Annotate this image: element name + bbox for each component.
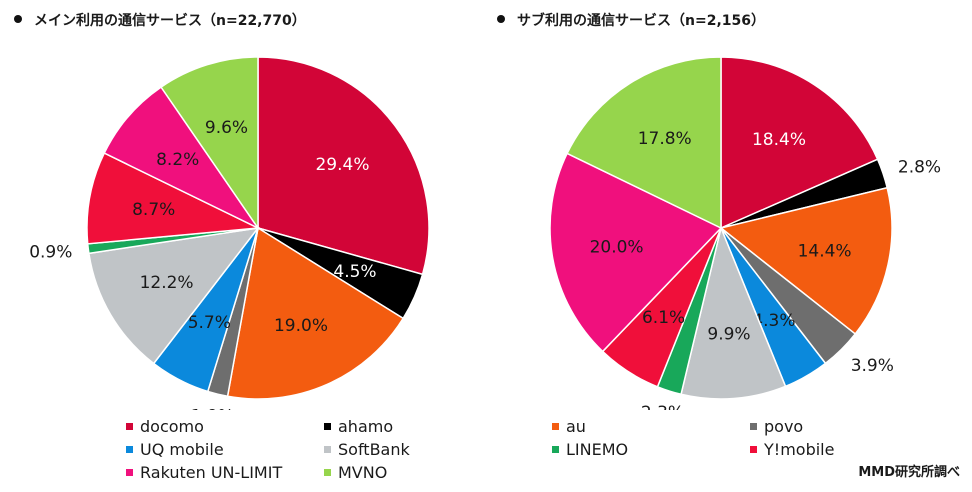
- data-label: 18.4%: [752, 130, 806, 150]
- data-label: 4.3%: [752, 311, 795, 331]
- legend-item: LINEMO: [552, 439, 750, 460]
- chart-title-main: メイン利用の通信サービス（n=22,770）: [14, 10, 306, 30]
- legend-swatch: [126, 469, 133, 476]
- legend-main: docomo ahamo UQ mobile SoftBank Rakuten UN-L…: [126, 416, 534, 483]
- legend-swatch: [324, 469, 331, 476]
- legend-item: UQ mobile: [126, 439, 324, 460]
- pie-slice-rakuten-un-limit: [103, 86, 261, 230]
- data-label: 17.8%: [638, 129, 692, 149]
- legend-label: docomo: [140, 417, 204, 436]
- legend-swatch: [552, 446, 559, 453]
- data-label: 14.4%: [798, 242, 852, 262]
- data-label: 3.9%: [851, 356, 894, 376]
- pie-1: 18.4% 2.8% 14.4% 3.9% 4.3%9.9% 2.3% 6.1% 20.0% 1…: [549, 56, 941, 410]
- bullet-icon: [14, 15, 22, 23]
- legend-item: SoftBank: [324, 439, 534, 460]
- pie-slice-softbank: [680, 225, 787, 400]
- legend-label: Rakuten UN-LIMIT: [140, 463, 283, 482]
- legend-label: UQ mobile: [140, 440, 224, 459]
- legend-label: ahamo: [338, 417, 394, 436]
- data-label: 9.6%: [205, 118, 248, 138]
- legend-sub: au povo LINEMO Y!mobile: [552, 416, 960, 460]
- pie-slice-au: [719, 186, 893, 336]
- pie-slice-docomo: [257, 56, 430, 276]
- legend-label: LINEMO: [566, 440, 629, 459]
- data-label: 6.1%: [642, 308, 685, 328]
- pie-slice-mvno: [566, 56, 722, 230]
- chart-title-sub-text: サブ利用の通信サービス（n=2,156）: [517, 13, 765, 29]
- legend-swatch: [126, 423, 133, 430]
- data-label: 29.4%: [315, 155, 369, 175]
- data-label: 2.3%: [641, 403, 684, 410]
- data-label: 8.7%: [132, 200, 175, 220]
- chart-title-main-text: メイン利用の通信サービス（n=22,770）: [34, 13, 306, 29]
- legend-item: Rakuten UN-LIMIT: [126, 462, 324, 483]
- pie-slice-au: [226, 226, 405, 400]
- legend-swatch: [750, 446, 757, 453]
- data-label: 8.2%: [156, 150, 199, 170]
- pie-slice-rakuten-un-limit: [549, 152, 723, 353]
- legend-item: Y!mobile: [750, 439, 960, 460]
- data-label: 5.7%: [188, 313, 231, 333]
- chart-title-sub: サブ利用の通信サービス（n=2,156）: [497, 10, 765, 30]
- data-label: 12.2%: [140, 273, 194, 293]
- legend-label: SoftBank: [338, 440, 410, 459]
- data-label: 2.8%: [898, 157, 941, 177]
- legend-label: povo: [764, 417, 804, 436]
- legend-swatch: [324, 446, 331, 453]
- legend-label: Y!mobile: [764, 440, 835, 459]
- pie-slice-docomo: [720, 56, 879, 230]
- legend-label: MVNO: [338, 463, 388, 482]
- data-label: 1.9%: [191, 407, 234, 411]
- legend-swatch: [750, 423, 757, 430]
- legend-swatch: [552, 423, 559, 430]
- legend-item: au: [552, 416, 750, 437]
- legend-item: ahamo: [324, 416, 534, 437]
- source-note: MMD研究所調べ: [858, 465, 960, 480]
- legend-item: MVNO: [324, 462, 534, 483]
- pie-charts: 29.4% 4.5% 19.0% 1.9% 5.7% 12.2% 0.9% 8.7% 8.2% 9…: [29, 56, 941, 411]
- pie-slice-y-mobile: [86, 152, 261, 245]
- legend-swatch: [324, 423, 331, 430]
- legend-label: au: [566, 417, 586, 436]
- data-label: 0.9%: [29, 242, 72, 262]
- pie-slice-mvno: [160, 56, 259, 231]
- data-label: 9.9%: [707, 325, 750, 345]
- bullet-icon: [497, 15, 505, 23]
- legend-swatch: [126, 446, 133, 453]
- legend-item: docomo: [126, 416, 324, 437]
- legend-item: povo: [750, 416, 960, 437]
- data-label: 19.0%: [274, 316, 328, 336]
- data-label: 20.0%: [590, 238, 644, 258]
- pie-slice-softbank: [88, 226, 260, 365]
- data-label: 4.5%: [333, 262, 376, 282]
- pie-0: 29.4% 4.5% 19.0% 1.9% 5.7% 12.2% 0.9% 8.7% 8.2% 9…: [29, 56, 430, 411]
